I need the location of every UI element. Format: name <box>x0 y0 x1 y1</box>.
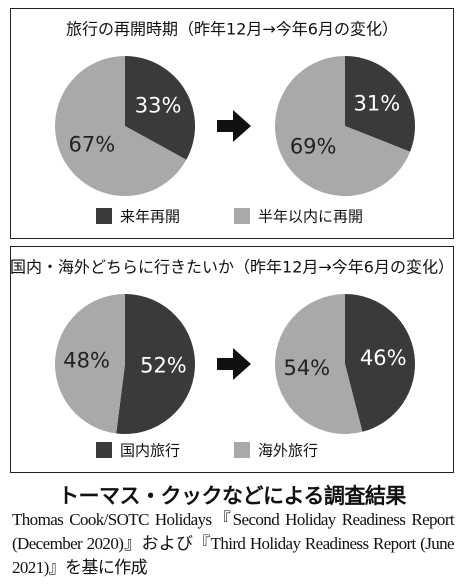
arrow <box>217 110 251 142</box>
panel-title: 国内・海外どちらに行きたいか（昨年12月→今年6月の変化） <box>10 258 454 277</box>
pie-slice <box>54 294 125 434</box>
pie-slice <box>55 55 187 196</box>
value-label: 33% <box>135 93 182 117</box>
legend-label: 半年以内に再開 <box>258 208 363 226</box>
legend-swatch <box>234 208 250 224</box>
pie-slice <box>274 55 411 196</box>
pie-slice <box>125 56 196 160</box>
caption-source: Thomas Cook/SOTC Holidays『Second Holiday… <box>12 510 455 577</box>
pie-slice <box>116 294 195 434</box>
pie-slice <box>275 294 363 434</box>
value-label: 31% <box>353 91 400 115</box>
legend-swatch <box>96 208 112 224</box>
legend-swatch <box>96 442 112 458</box>
value-label: 48% <box>63 349 110 373</box>
panel-border <box>10 246 454 473</box>
value-label: 52% <box>140 353 187 377</box>
caption-title: トーマス・クックなどによる調査結果 <box>58 484 406 508</box>
legend-swatch <box>234 442 250 458</box>
value-label: 67% <box>69 133 116 157</box>
value-label: 54% <box>283 356 330 380</box>
pie-slice <box>345 294 415 432</box>
legend-label: 国内旅行 <box>120 442 180 460</box>
panel-border <box>10 8 454 239</box>
legend-label: 来年再開 <box>120 208 180 226</box>
chart: 旅行の再開時期（昨年12月→今年6月の変化） 33% 67% 31% 69% 来年再開 半年… <box>10 8 454 473</box>
value-label: 69% <box>290 135 337 159</box>
panel-title: 旅行の再開時期（昨年12月→今年6月の変化） <box>66 20 398 39</box>
legend-label: 海外旅行 <box>258 442 318 460</box>
pie-slice <box>345 56 415 152</box>
arrow <box>217 348 251 380</box>
value-label: 46% <box>360 346 407 370</box>
